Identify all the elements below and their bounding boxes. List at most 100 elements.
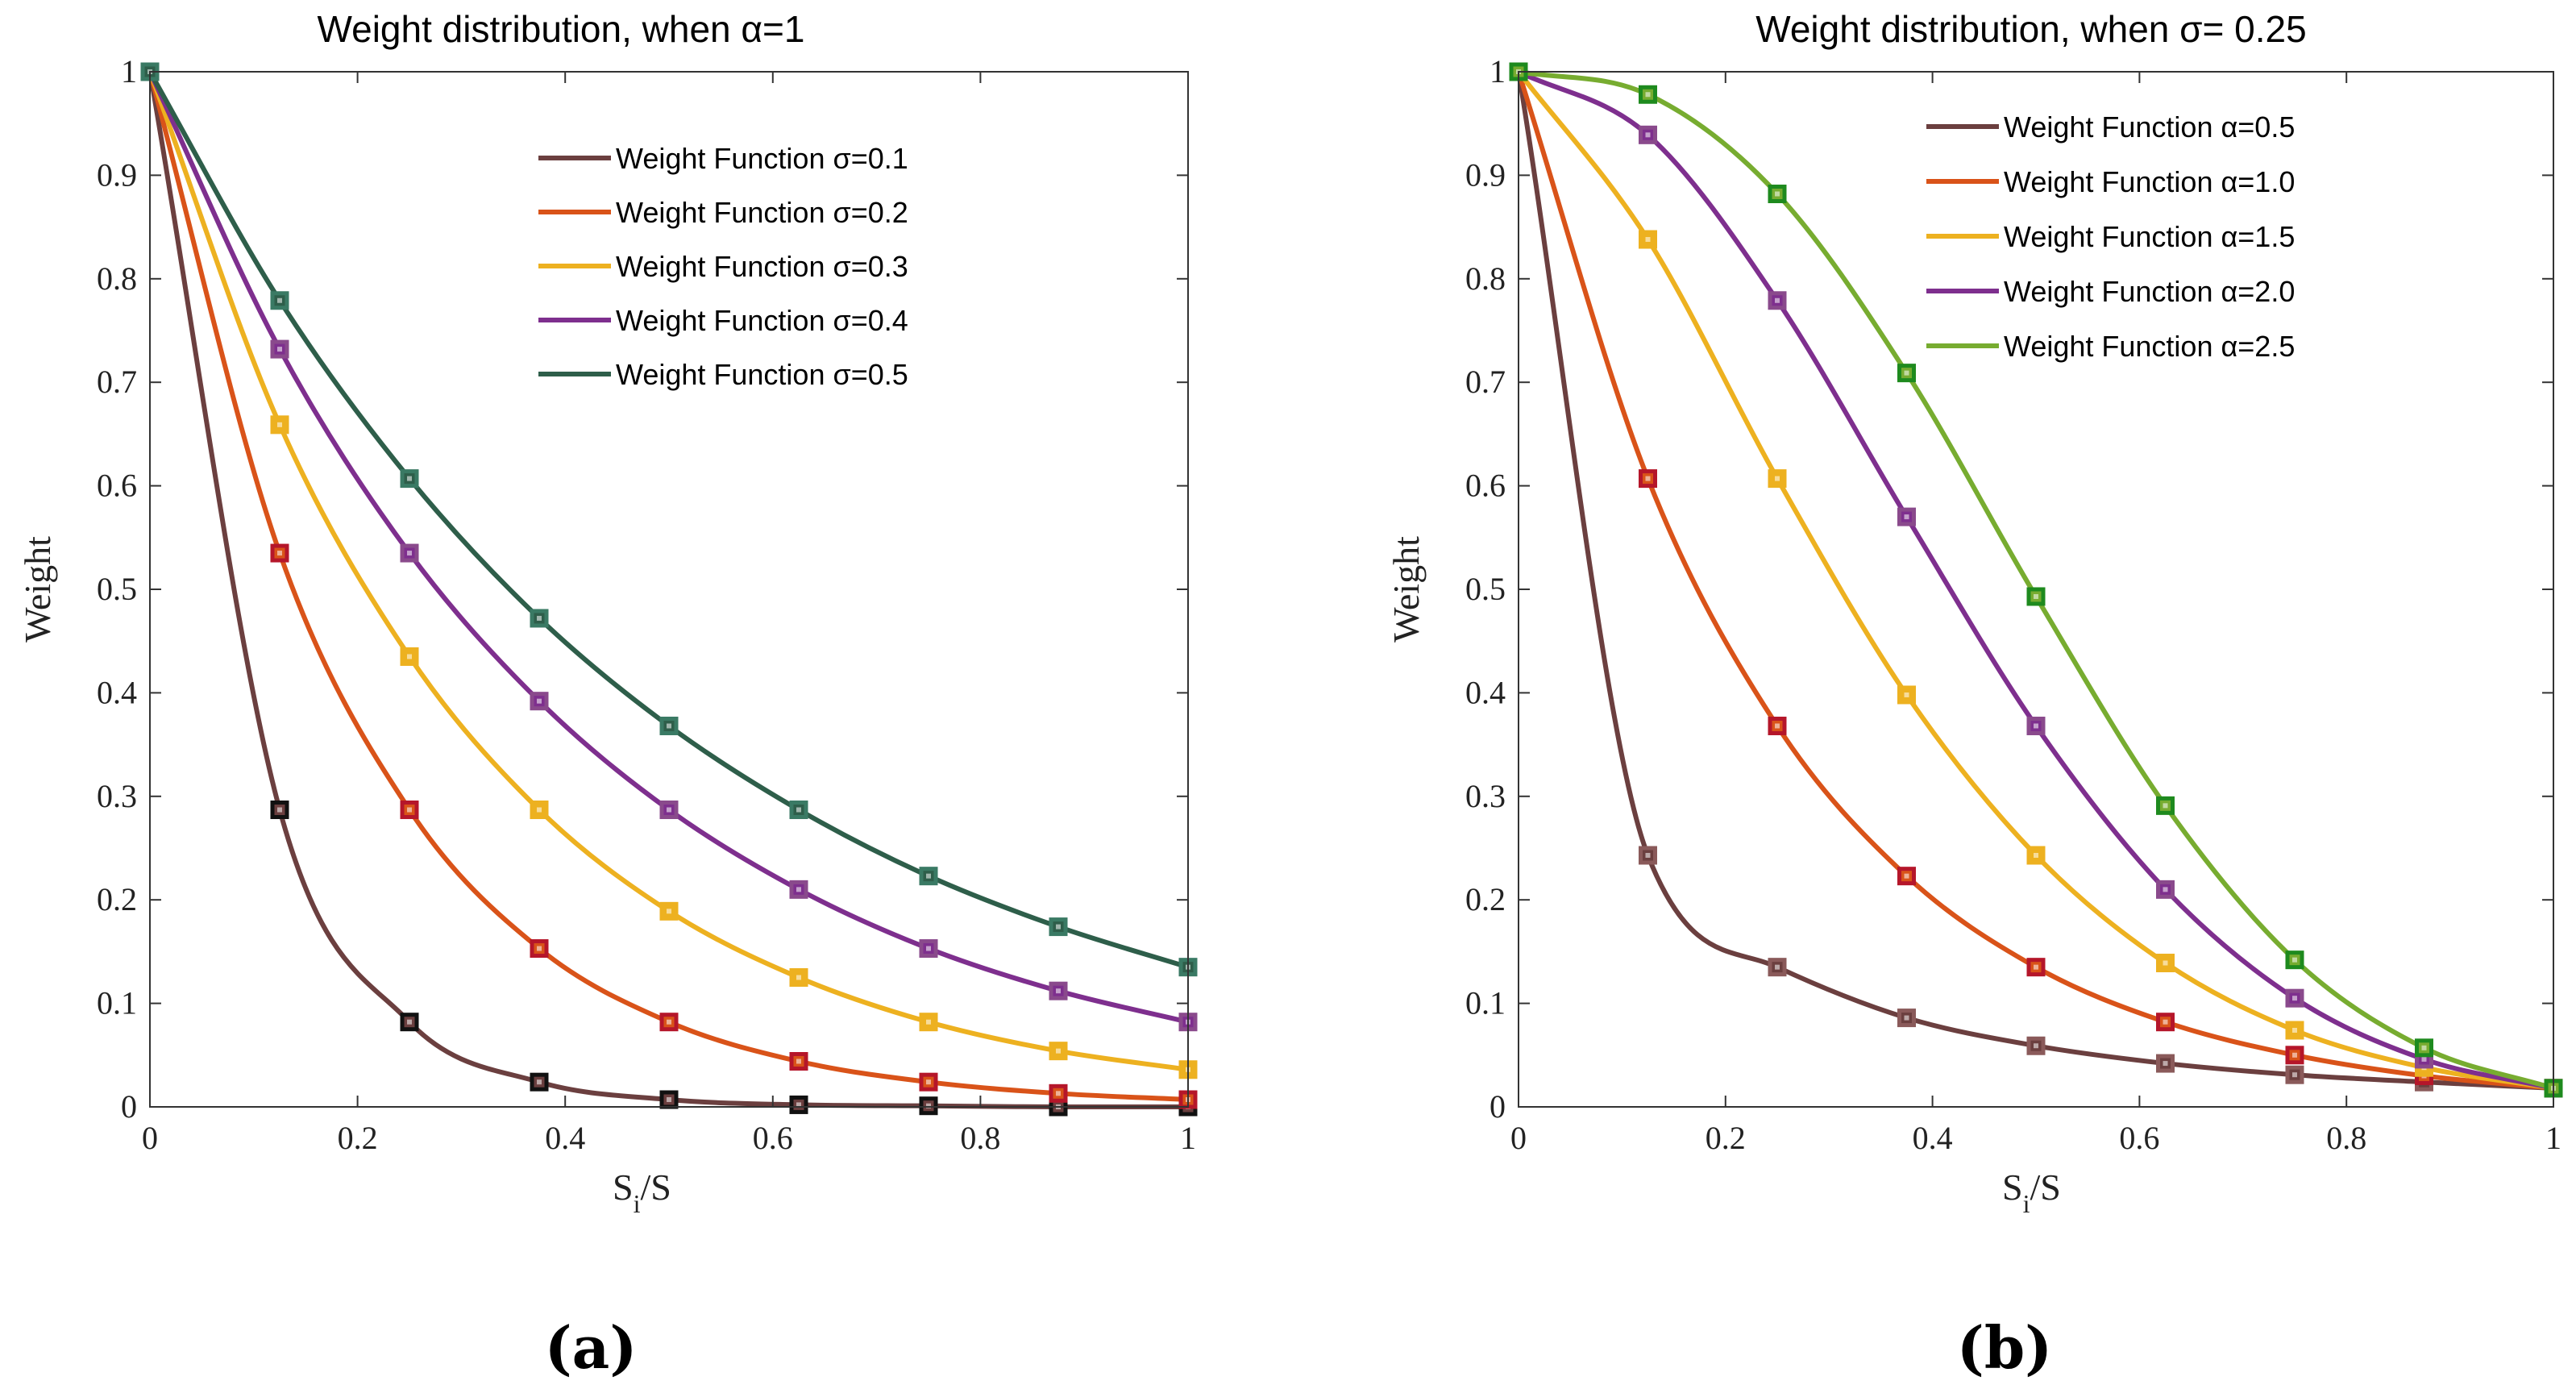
data-point <box>1768 716 1787 735</box>
panel-label-a: (a) <box>545 1313 638 1382</box>
data-point <box>2026 587 2046 606</box>
data-point <box>2285 1065 2304 1084</box>
data-point-highlight <box>1056 924 1061 930</box>
data-point <box>789 1052 808 1071</box>
data-point-highlight <box>667 1019 671 1025</box>
y-tick-label: 0.9 <box>97 156 137 193</box>
data-point-highlight <box>1645 237 1651 243</box>
data-point <box>659 800 679 819</box>
data-point-highlight <box>667 723 671 729</box>
data-point <box>919 867 938 886</box>
y-tick-label: 0.7 <box>1465 364 1506 400</box>
x-tick-label: 0 <box>142 1120 158 1156</box>
data-point <box>530 692 549 711</box>
data-point <box>2026 1036 2046 1055</box>
y-tick-label: 0.6 <box>1465 468 1506 504</box>
data-point <box>1639 125 1657 144</box>
legend-label: Weight Function σ=0.2 <box>616 196 908 229</box>
data-point <box>530 1072 549 1092</box>
data-point <box>400 1013 419 1032</box>
legend-entry: Weight Function α=1.5 <box>1926 220 2295 253</box>
data-point <box>789 800 808 819</box>
data-point-highlight <box>667 807 671 813</box>
data-point-highlight <box>1775 191 1780 197</box>
x-axis-label-rest: /S <box>2030 1167 2060 1208</box>
data-point-highlight <box>796 887 801 892</box>
x-tick-label: 0.8 <box>960 1120 1000 1156</box>
series-line-5 <box>147 69 1190 970</box>
chart-panel-a: Weight distribution, when α=1 0 0.1 0.2 0.3… <box>17 8 1198 1382</box>
data-point <box>400 543 419 563</box>
x-axis-label: Si/S <box>2002 1167 2061 1218</box>
data-point <box>2156 1013 2175 1032</box>
panel-label-b: (b) <box>1957 1313 2052 1382</box>
x-axis-label-sub: i <box>634 1189 641 1218</box>
legend-label: Weight Function σ=0.4 <box>616 304 908 337</box>
data-point <box>2285 950 2304 970</box>
data-point-highlight <box>667 1097 671 1103</box>
data-point <box>530 800 549 819</box>
data-point <box>270 339 289 359</box>
data-point-highlight <box>2292 1027 2297 1033</box>
data-point <box>1897 364 1916 383</box>
y-tick-label: 0.3 <box>1465 778 1506 814</box>
data-point-highlight <box>1056 1048 1061 1054</box>
data-point-highlight <box>1775 964 1780 970</box>
y-axis-label: Weight <box>17 536 58 643</box>
data-point-highlight <box>407 654 412 659</box>
data-point <box>270 291 289 310</box>
data-point <box>659 901 679 921</box>
data-point <box>2026 716 2046 735</box>
data-point-highlight <box>2163 960 2168 966</box>
y-tick-label: 0.9 <box>1465 156 1506 193</box>
x-tick-label: 0.2 <box>338 1120 378 1156</box>
legend-entry: Weight Function σ=0.2 <box>538 196 908 229</box>
data-point-highlight <box>2292 1052 2297 1058</box>
series-line-2 <box>147 69 1190 1103</box>
y-tick-label: 0 <box>1490 1088 1506 1125</box>
data-point-highlight <box>1775 476 1780 481</box>
data-point-highlight <box>407 1019 412 1025</box>
data-point <box>2156 954 2175 973</box>
y-tick-label: 0.7 <box>97 364 137 400</box>
chart-title: Weight distribution, when σ= 0.25 <box>1755 8 2306 50</box>
data-point-highlight <box>277 297 282 303</box>
data-point <box>1049 917 1068 937</box>
x-axis-label-rest: /S <box>640 1167 671 1208</box>
data-point <box>919 939 938 959</box>
data-point <box>919 1013 938 1032</box>
data-point-highlight <box>2034 852 2038 858</box>
legend-label: Weight Function α=2.5 <box>2004 330 2295 363</box>
plot-frame <box>149 71 1189 1108</box>
data-point-highlight <box>2034 593 2038 599</box>
data-point-highlight <box>407 476 412 481</box>
series-line-1 <box>1516 69 2556 1091</box>
legend-entry: Weight Function σ=0.5 <box>538 358 908 391</box>
data-point-highlight <box>407 807 412 813</box>
data-point <box>2156 1054 2175 1073</box>
data-point-highlight <box>537 615 542 621</box>
data-point-highlight <box>277 347 282 352</box>
data-point-highlight <box>1645 852 1651 858</box>
y-axis-label: Weight <box>1386 536 1427 643</box>
y-tick-label: 0.1 <box>97 985 137 1021</box>
data-point-highlight <box>796 807 801 813</box>
data-point-highlight <box>796 975 801 980</box>
data-point-highlight <box>537 946 542 951</box>
x-tick-label: 0.4 <box>545 1120 585 1156</box>
data-point-highlight <box>1904 873 1909 879</box>
x-tick-label: 0.4 <box>1913 1120 1953 1156</box>
x-axis-label: Si/S <box>613 1167 671 1218</box>
data-point-highlight <box>2421 1056 2427 1062</box>
x-tick-label: 0.2 <box>1706 1120 1746 1156</box>
data-point <box>530 939 549 959</box>
legend-label: Weight Function σ=0.1 <box>616 142 908 175</box>
y-tick-label: 0.2 <box>1465 881 1506 917</box>
data-point-highlight <box>1775 297 1780 303</box>
data-point <box>2285 1021 2304 1040</box>
data-point-highlight <box>2163 803 2168 809</box>
data-point-highlight <box>926 1079 931 1085</box>
x-axis-label-sub: i <box>2023 1189 2030 1218</box>
data-point <box>2285 1046 2304 1065</box>
